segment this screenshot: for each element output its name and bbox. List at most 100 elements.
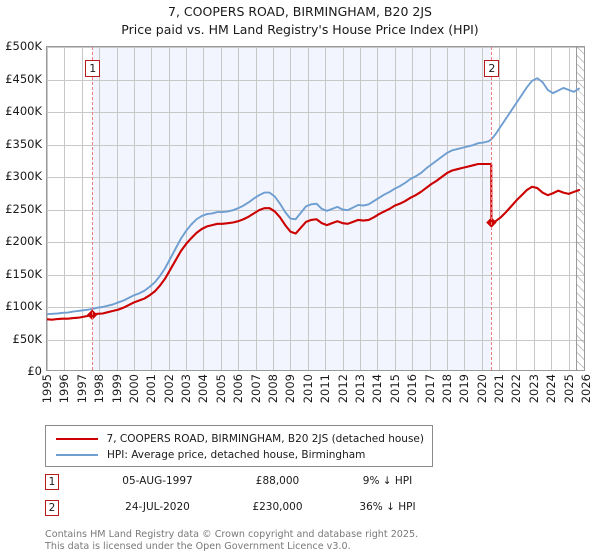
gridline-vertical [134,47,135,370]
sale-hpi-delta: 9% ↓ HPI [362,475,413,487]
y-axis-tick-label: £450K [5,71,42,86]
x-axis-tick-label: 1995 [40,374,54,404]
event-vertical-line [491,47,493,370]
x-axis-tick-label: 2012 [335,374,350,404]
gridline-horizontal [47,112,584,113]
event-marker-2[interactable]: 2 [484,59,500,77]
x-axis-tick-label: 2024 [544,374,559,404]
no-data-hatched-region [575,47,584,370]
y-axis: £0 £50K £100K £150K £200K £250K £300K £350K £400… [0,39,43,378]
sale-date: 05-AUG-1997 [122,475,193,487]
gridline-vertical [169,47,170,370]
x-axis-tick-label: 2007 [248,374,263,404]
page-title: 7, COOPERS ROAD, BIRMINGHAM, B20 2JS [168,4,432,19]
legend-swatch-hpi-icon [56,454,98,456]
gridline-vertical [412,47,413,370]
gridline-vertical [395,47,396,370]
x-axis-tick-label: 2003 [179,374,194,404]
gridline-vertical [290,47,291,370]
y-axis-tick-label: £200K [5,234,42,248]
x-axis-tick-label: 2020 [474,374,489,404]
gridline-vertical [273,47,274,370]
gridline-vertical [447,47,448,370]
gridline-vertical [221,47,222,370]
gridline-vertical [569,47,570,370]
sale-price: £230,000 [252,501,303,513]
legend-label-property: 7, COOPERS ROAD, BIRMINGHAM, B20 2JS (de… [106,433,424,445]
gridline-horizontal [47,177,584,178]
y-axis-tick-label: £0 [27,364,42,378]
event-vertical-line [92,47,94,370]
y-axis-tick-label: £500K [5,39,42,53]
y-axis-tick-label: £150K [5,266,42,281]
ownership-shaded-band [92,47,492,370]
legend-swatch-property-icon [56,438,98,440]
gridline-vertical [360,47,361,370]
gridline-vertical [99,47,100,370]
x-axis-tick-label: 1998 [92,374,107,404]
gridline-vertical [551,47,552,370]
gridline-horizontal [47,47,584,48]
gridline-vertical [325,47,326,370]
series-line-hpi [47,77,580,316]
gridline-vertical [377,47,378,370]
gridline-vertical [151,47,152,370]
x-axis-tick-label: 2017 [422,374,437,404]
gridline-vertical [499,47,500,370]
x-axis-tick-label: 2023 [526,374,541,404]
sale-date: 24-JUL-2020 [125,501,190,513]
x-axis-tick-label: 2009 [283,374,298,404]
gridline-vertical [343,47,344,370]
event-marker-1[interactable]: 1 [85,59,101,77]
x-axis-tick-label: 2002 [161,374,176,404]
gridline-vertical [203,47,204,370]
x-axis-tick-label: 1997 [74,374,89,404]
x-axis-tick-label: 2022 [509,374,524,404]
x-axis-tick-label: 2019 [457,374,472,404]
series-line-property [47,162,581,321]
legend-entry-hpi: HPI: Average price, detached house, Birm… [54,447,424,463]
page-subtitle: Price paid vs. HM Land Registry's House … [121,22,479,37]
x-axis-tick-label: 2005 [213,374,228,404]
gridline-horizontal [47,145,584,146]
gridline-vertical [117,47,118,370]
gridline-horizontal [47,210,584,211]
sale-index-badge: 2 [45,500,59,516]
gridline-horizontal [47,307,584,308]
x-axis-tick-label: 1996 [57,374,72,404]
gridline-horizontal [47,340,584,341]
gridline-vertical [82,47,83,370]
gridline-vertical [186,47,187,370]
x-axis-tick-label: 2016 [405,374,420,404]
x-axis-tick-label: 2000 [126,374,141,404]
table-row: 1 05-AUG-1997 £88,000 9% ↓ HPI [45,474,465,500]
footer-line-2: This data is licensed under the Open Gov… [45,540,351,552]
gridline-horizontal [47,242,584,243]
x-axis-tick-label: 2004 [196,374,211,404]
x-axis-tick-label: 2011 [318,374,333,404]
x-axis-tick-label: 1999 [109,374,124,404]
y-axis-tick-label: £300K [5,169,42,183]
y-axis-tick-label: £250K [5,201,42,216]
gridline-vertical [64,47,65,370]
x-axis: 1995 1996 1997 1998 1999 2000 2001 2002 2003 2004… [40,374,593,414]
table-row: 2 24-JUL-2020 £230,000 36% ↓ HPI [45,500,465,526]
chart-legend: 7, COOPERS ROAD, BIRMINGHAM, B20 2JS (de… [45,425,433,467]
x-axis-tick-label: 2015 [387,374,402,404]
legend-label-hpi: HPI: Average price, detached house, Birm… [107,449,366,461]
gridline-vertical [256,47,257,370]
gridline-horizontal [47,80,584,81]
gridline-vertical [534,47,535,370]
sale-index-badge: 1 [45,474,59,490]
x-axis-tick-label: 2026 [579,374,593,404]
gridline-vertical [308,47,309,370]
footer-line-1: Contains HM Land Registry data © Crown c… [45,529,419,540]
x-axis-tick-label: 2014 [370,374,385,404]
x-axis-tick-label: 2008 [266,374,281,404]
gridline-vertical [482,47,483,370]
y-axis-tick-label: £50K [12,331,43,346]
y-axis-tick-label: £400K [5,104,42,118]
gridline-horizontal [47,275,584,276]
x-axis-tick-label: 2010 [300,374,315,404]
